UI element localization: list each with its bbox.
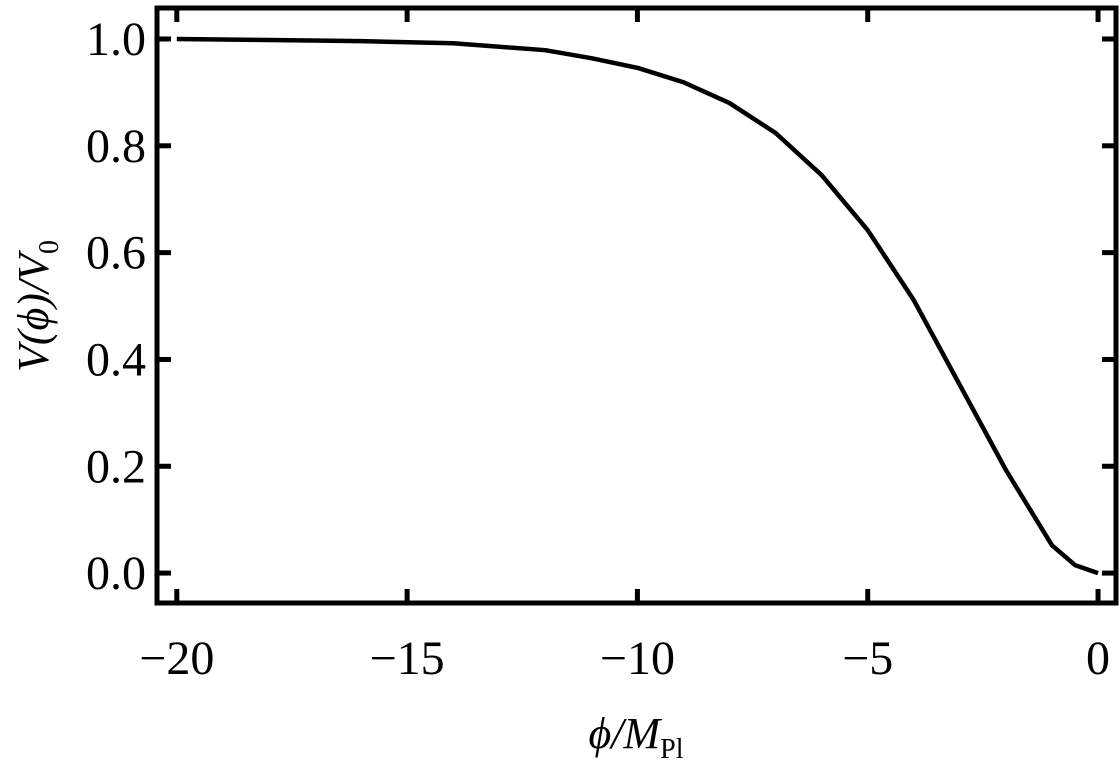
x-axis-label: ϕ/MPl: [588, 709, 683, 765]
y-axis-label-main: V(ϕ)/V: [9, 249, 58, 372]
y-tick-label: 0.8: [86, 120, 146, 173]
line: [176, 36, 1099, 576]
y-tick-label: 0.4: [86, 333, 146, 386]
x-tick-label: −5: [842, 632, 893, 685]
y-tick-label: 0.6: [86, 227, 146, 280]
y-tick-label: 1.0: [86, 13, 146, 66]
x-axis-label-sub: Pl: [660, 734, 684, 765]
x-tick-label: −10: [600, 632, 675, 685]
x-tick-label: 0: [1086, 632, 1110, 685]
x-axis-label-main: ϕ/M: [588, 709, 662, 758]
plot-frame: [154, 5, 1119, 606]
x-tick-label: −15: [370, 632, 445, 685]
y-axis-label-sub: 0: [34, 240, 65, 254]
x-tick-label: −20: [139, 632, 214, 685]
y-axis-label: V(ϕ)/V0: [9, 240, 65, 372]
y-tick-label: 0.2: [86, 440, 146, 493]
y-tick-label: 0.0: [86, 547, 146, 600]
